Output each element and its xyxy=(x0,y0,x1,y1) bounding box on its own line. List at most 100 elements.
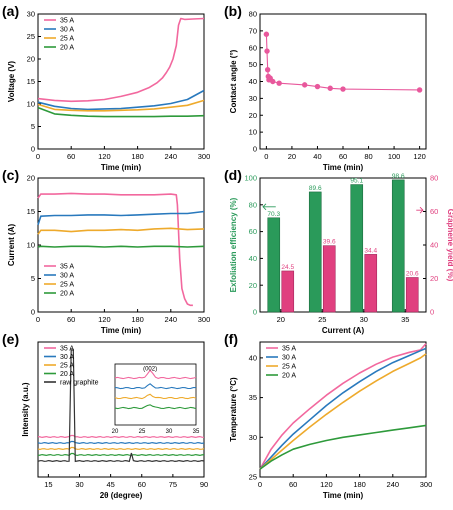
chart-c-ytick-label: 20 xyxy=(27,174,35,183)
chart-c-xtick-label: 0 xyxy=(36,315,40,324)
chart-a-ytick-label: 30 xyxy=(27,10,35,19)
chart-c-legend-entry: 25 A xyxy=(60,282,74,289)
chart-b-xtick-label: 120 xyxy=(413,152,426,161)
chart-d-efficiency-axis-arrow xyxy=(262,203,276,211)
chart-f-legend-entry: 35 A xyxy=(282,346,296,353)
chart-d-right-ytick-label: 80 xyxy=(430,174,438,183)
chart-b-x-axis-label: Time (min) xyxy=(323,163,364,172)
panel-label-5: (e) xyxy=(2,331,19,347)
chart-d-ytick-label: 40 xyxy=(249,254,257,263)
chart-e-series-line-0 xyxy=(37,434,205,439)
chart-d-bar-yield xyxy=(405,277,419,313)
chart-e-y-axis-label: Intensity (a.u.) xyxy=(21,382,30,437)
chart-a-series-line-1 xyxy=(37,89,205,111)
chart-b-ytick-label: 70 xyxy=(249,26,257,35)
chart-a-xtick-label: 240 xyxy=(165,152,178,161)
chart-c-xtick-label: 240 xyxy=(165,315,178,324)
chart-e-inset-line-2 xyxy=(114,393,197,400)
chart-e-series-line-3 xyxy=(37,452,205,457)
chart-a-series-line-0 xyxy=(37,17,205,103)
chart-f-ytick-label: 40 xyxy=(249,353,257,362)
chart-d-bar-efficiency xyxy=(391,179,405,313)
chart-b-point xyxy=(263,31,270,37)
chart-b-point xyxy=(276,80,282,86)
chart-e-series-line-2 xyxy=(37,446,205,451)
chart-c-y-axis-label: Current (A) xyxy=(7,224,16,267)
chart-f-legend-entry: 20 A xyxy=(282,373,296,380)
chart-b-xtick-label: 80 xyxy=(364,152,372,161)
chart-d-ytick-label: 100 xyxy=(244,174,257,183)
chart-e-xtick-label: 60 xyxy=(138,480,146,489)
chart-f-xtick-label: 240 xyxy=(387,480,400,489)
chart-d-bar-yield-label: 24.5 xyxy=(281,264,294,271)
panel-label-3: (c) xyxy=(2,167,19,183)
chart-b-plot-frame xyxy=(259,13,427,150)
chart-e-xtick-label: 15 xyxy=(44,480,52,489)
panel-label-2: (b) xyxy=(224,3,242,19)
chart-e-x-axis-label: 2θ (degree) xyxy=(100,491,143,500)
chart-f-xtick-label: 180 xyxy=(353,480,366,489)
chart-e-legend-entry: 35 A xyxy=(60,346,74,353)
chart-e-inset-xtick-label: 25 xyxy=(139,429,146,435)
chart-a-xtick-label: 120 xyxy=(98,152,111,161)
chart-f-plot-frame xyxy=(259,341,427,478)
chart-a-plot-frame xyxy=(37,13,205,150)
chart-b-ytick-label: 60 xyxy=(249,43,257,52)
chart-b-ytick-label: 50 xyxy=(249,60,257,69)
chart-b-point xyxy=(301,82,308,88)
chart-e-inset-line-1 xyxy=(114,383,196,390)
chart-d-bar-efficiency-label: 70.3 xyxy=(267,211,280,218)
chart-b-point xyxy=(327,85,333,91)
chart-b-series-line xyxy=(265,34,420,91)
chart-d-right-ytick-label: 40 xyxy=(430,241,438,250)
chart-b-ytick-label: 10 xyxy=(249,128,257,137)
chart-b-point xyxy=(340,86,346,92)
chart-a-ytick-label: 10 xyxy=(27,100,35,109)
chart-c-legend-entry: 30 A xyxy=(60,273,74,280)
chart-e-inset-line-3 xyxy=(114,404,197,410)
chart-f-legend-entry: 25 A xyxy=(282,364,296,371)
chart-c-xtick-label: 60 xyxy=(67,315,75,324)
chart-c-xtick-label: 300 xyxy=(198,315,211,324)
chart-d-category-label: 20 xyxy=(277,315,285,324)
chart-a-legend-entry: 25 A xyxy=(60,36,74,43)
chart-a-legend-entry: 20 A xyxy=(60,45,74,52)
chart-c-ytick-label: 10 xyxy=(27,241,35,250)
chart-d-bar-yield-label: 34.4 xyxy=(364,247,377,254)
chart-e-legend-entry: 25 A xyxy=(60,363,74,370)
chart-b-ytick-label: 30 xyxy=(249,94,257,103)
panel-label-4: (d) xyxy=(224,167,242,183)
chart-a-series-line-2 xyxy=(37,99,205,112)
chart-f-series-line-3 xyxy=(259,424,427,470)
chart-d-bar-yield xyxy=(281,270,295,313)
chart-d-category-label: 30 xyxy=(360,315,368,324)
chart-d-right-ytick-label: 20 xyxy=(430,274,438,283)
chart-a-xtick-label: 0 xyxy=(36,152,40,161)
chart-f-xtick-label: 0 xyxy=(258,480,262,489)
chart-a-xtick-label: 300 xyxy=(198,152,211,161)
chart-f-ytick-label: 30 xyxy=(249,433,257,442)
chart-c-ytick-label: 15 xyxy=(27,207,35,216)
chart-e-legend-entry: raw graphite xyxy=(60,380,99,387)
chart-a-series-line-3 xyxy=(37,106,205,118)
chart-d-x-axis-label: Current (A) xyxy=(322,326,365,335)
chart-b-ytick-label: 0 xyxy=(253,145,257,154)
chart-f-x-axis-label: Time (min) xyxy=(323,491,364,500)
chart-f-series-line-1 xyxy=(259,347,427,470)
chart-c-legend-entry: 20 A xyxy=(60,291,74,298)
chart-d-bar-yield-label: 39.6 xyxy=(323,239,336,246)
chart-e-series-line-1 xyxy=(37,440,205,445)
chart-e-inset-frame xyxy=(114,363,197,426)
chart-a-legend-entry: 35 A xyxy=(60,18,74,25)
chart-d-right-ytick-label: 60 xyxy=(430,207,438,216)
chart-b-point xyxy=(264,48,270,54)
chart-a-xtick-label: 180 xyxy=(131,152,144,161)
chart-d-category-label: 35 xyxy=(401,315,409,324)
chart-c-xtick-label: 180 xyxy=(131,315,144,324)
chart-f-ytick-label: 25 xyxy=(249,473,257,482)
chart-d-ytick-label: 80 xyxy=(249,200,257,209)
chart-e-series-line-4 xyxy=(37,349,205,463)
chart-e-legend-entry: 20 A xyxy=(60,371,74,378)
chart-d-bar-efficiency xyxy=(267,217,281,313)
